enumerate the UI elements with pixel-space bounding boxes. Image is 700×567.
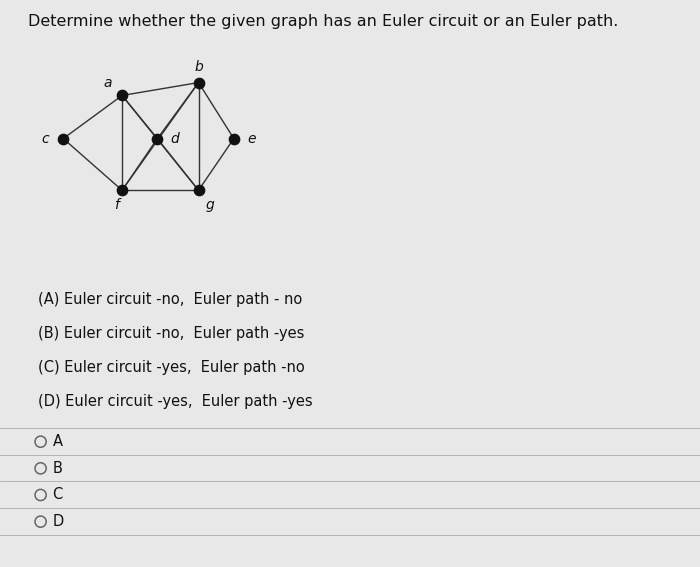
Text: B: B <box>52 461 62 476</box>
Point <box>193 78 204 87</box>
Text: e: e <box>247 132 256 146</box>
Text: (A) Euler circuit -no,  Euler path - no: (A) Euler circuit -no, Euler path - no <box>38 292 302 307</box>
Text: a: a <box>103 75 111 90</box>
Text: (B) Euler circuit -no,  Euler path -yes: (B) Euler circuit -no, Euler path -yes <box>38 326 305 341</box>
Text: f: f <box>114 198 118 213</box>
Text: b: b <box>194 61 203 74</box>
Text: (C) Euler circuit -yes,  Euler path -no: (C) Euler circuit -yes, Euler path -no <box>38 360 305 375</box>
Point <box>228 134 239 143</box>
Point <box>116 186 127 195</box>
Text: A: A <box>52 434 62 449</box>
Text: D: D <box>52 514 64 529</box>
Text: c: c <box>42 132 50 146</box>
Point <box>152 134 163 143</box>
Text: Determine whether the given graph has an Euler circuit or an Euler path.: Determine whether the given graph has an… <box>28 14 618 29</box>
Text: C: C <box>52 488 63 502</box>
Text: (D) Euler circuit -yes,  Euler path -yes: (D) Euler circuit -yes, Euler path -yes <box>38 394 313 409</box>
Point <box>57 134 69 143</box>
Text: d: d <box>171 132 179 146</box>
Point <box>193 186 204 195</box>
Text: g: g <box>206 198 215 213</box>
Point <box>116 91 127 100</box>
